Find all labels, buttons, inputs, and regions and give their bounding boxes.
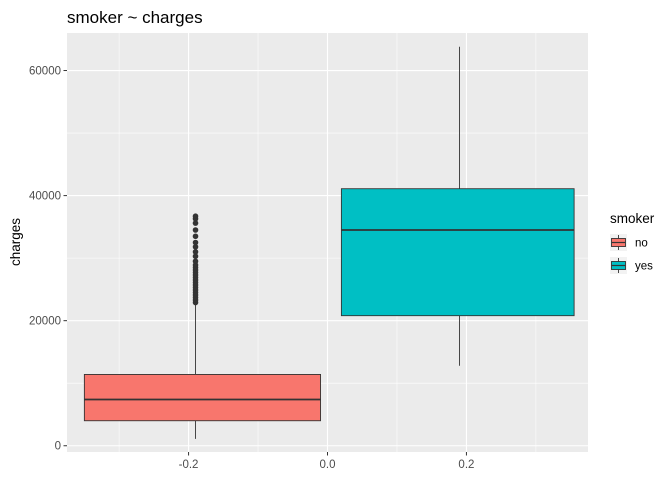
outlier-point bbox=[192, 258, 199, 265]
outlier-point bbox=[192, 244, 199, 250]
box-yes bbox=[340, 46, 575, 366]
y-axis-ticks: 0 20000 40000 60000 bbox=[29, 66, 67, 453]
box-iqr bbox=[83, 374, 322, 422]
legend-title: smoker bbox=[610, 211, 655, 226]
y-tick-label: 0 bbox=[55, 441, 61, 453]
legend-item-yes: yes bbox=[610, 257, 653, 274]
boxes bbox=[83, 46, 575, 439]
y-tick-label: 60000 bbox=[29, 66, 61, 78]
legend-label: no bbox=[635, 238, 648, 250]
chart-title: smoker ~ charges bbox=[67, 8, 203, 27]
x-tick-label: -0.2 bbox=[179, 459, 199, 471]
outlier-point bbox=[192, 227, 199, 233]
legend-item-no: no bbox=[610, 234, 648, 251]
outlier-point bbox=[192, 233, 199, 240]
y-tick-label: 20000 bbox=[29, 316, 61, 328]
outlier-point bbox=[192, 213, 199, 220]
outlier-point bbox=[192, 253, 199, 260]
x-tick-label: 0.2 bbox=[458, 459, 474, 471]
x-tick-label: 0.0 bbox=[320, 459, 336, 471]
y-axis-label: charges bbox=[8, 218, 23, 266]
outlier-point bbox=[192, 239, 199, 246]
outlier-point bbox=[192, 249, 199, 255]
outlier-point bbox=[192, 220, 199, 226]
box-iqr bbox=[340, 188, 575, 317]
legend-label: yes bbox=[635, 261, 653, 273]
x-axis-ticks: -0.2 0.0 0.2 bbox=[179, 452, 474, 471]
box-no bbox=[83, 213, 322, 439]
legend: smoker no yes bbox=[610, 211, 655, 274]
y-tick-label: 40000 bbox=[29, 191, 61, 203]
